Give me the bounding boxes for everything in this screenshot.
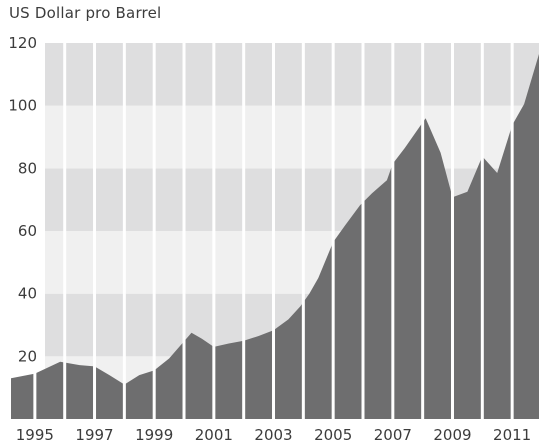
- segment-separators: [33, 43, 514, 419]
- area-series: [11, 54, 539, 419]
- price-area: [11, 54, 539, 419]
- y-tick-100: 100: [8, 97, 37, 115]
- x-tick-2009: 2009: [433, 426, 471, 441]
- y-tick-60: 60: [18, 222, 37, 240]
- x-tick-1997: 1997: [75, 426, 113, 441]
- x-tick-2007: 2007: [374, 426, 412, 441]
- y-tick-120: 120: [8, 34, 37, 52]
- y-tick-80: 80: [18, 159, 37, 177]
- x-tick-1995: 1995: [16, 426, 54, 441]
- x-tick-2003: 2003: [254, 426, 292, 441]
- y-tick-20: 20: [18, 347, 37, 365]
- x-tick-2011: 2011: [493, 426, 531, 441]
- chart-title: US Dollar pro Barrel: [9, 4, 162, 22]
- x-axis: 1995 1997 1999 2001 2003 2005 2007 2009 2011: [16, 426, 531, 441]
- x-tick-2005: 2005: [314, 426, 352, 441]
- x-tick-1999: 1999: [135, 426, 173, 441]
- band-80-100: [45, 105, 539, 169]
- x-tick-2001: 2001: [195, 426, 233, 441]
- y-axis: 20 40 60 80 100 120: [8, 34, 37, 365]
- band-100-120: [45, 43, 539, 106]
- y-tick-40: 40: [18, 285, 37, 303]
